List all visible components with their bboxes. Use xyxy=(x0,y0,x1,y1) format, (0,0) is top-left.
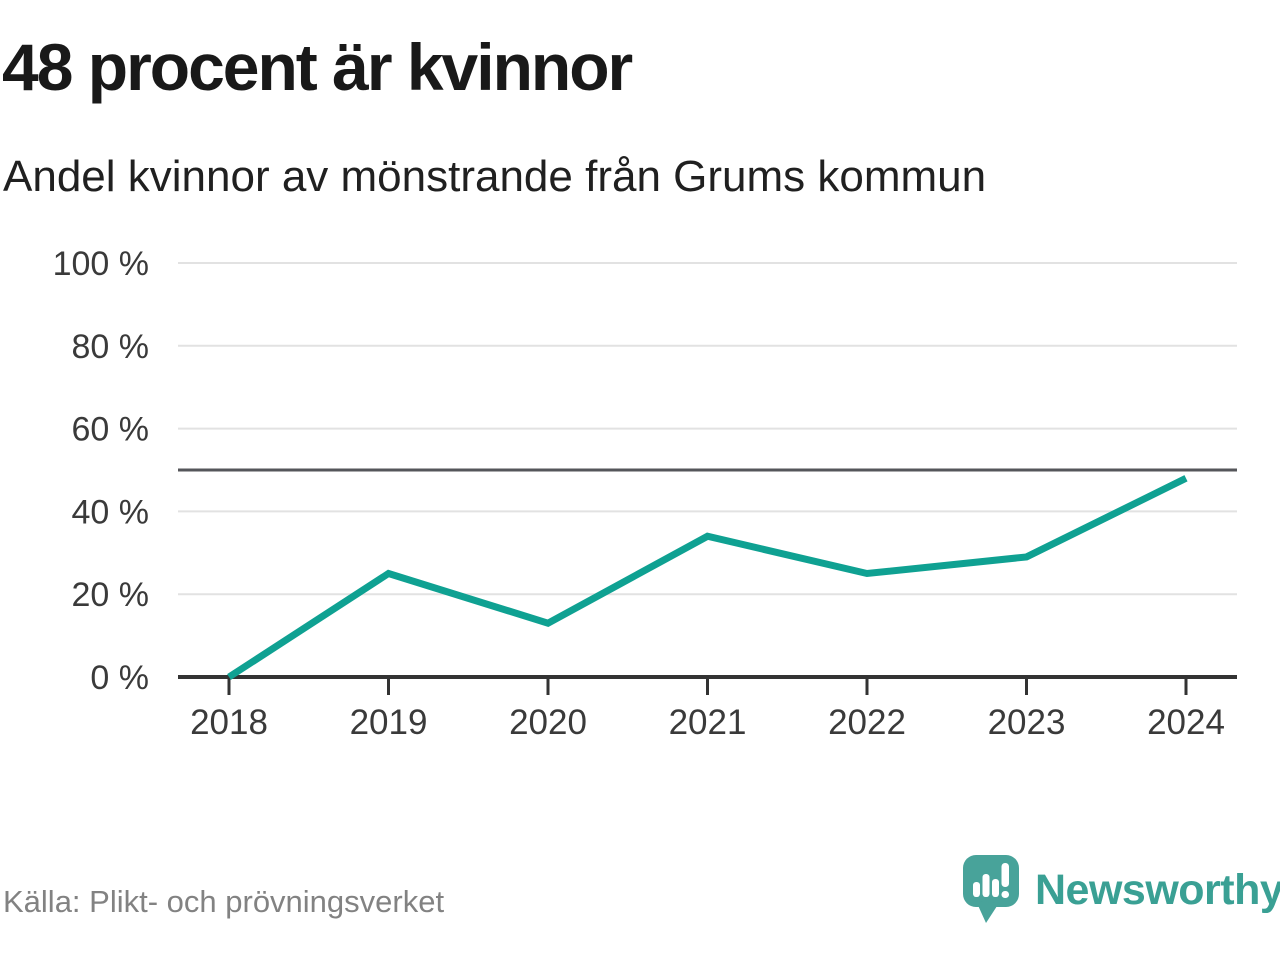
data-line xyxy=(227,475,1188,680)
x-tick-label: 2019 xyxy=(350,703,428,742)
y-tick-label: 0 % xyxy=(90,659,149,697)
y-tick-label: 20 % xyxy=(72,576,150,614)
x-tick-label: 2018 xyxy=(190,703,268,742)
x-tick-label: 2024 xyxy=(1147,703,1225,742)
x-tick-label: 2021 xyxy=(669,703,747,742)
source-caption: Källa: Plikt- och prövningsverket xyxy=(3,884,445,919)
x-tick-label: 2020 xyxy=(509,703,587,742)
x-tick-label: 2022 xyxy=(828,703,906,742)
newsworthy-wordmark: Newsworthy xyxy=(1035,866,1280,914)
x-tick-label: 2023 xyxy=(988,703,1066,742)
y-tick-label: 40 % xyxy=(72,493,150,531)
y-tick-label: 100 % xyxy=(53,245,149,283)
newsworthy-logo: Newsworthy xyxy=(962,854,1280,926)
y-tick-label: 60 % xyxy=(72,411,150,449)
chart-subtitle: Andel kvinnor av mönstrande från Grums k… xyxy=(3,152,987,201)
bar-chart-speech-bubble-icon xyxy=(963,855,1019,923)
page-title: 48 procent är kvinnor xyxy=(2,30,633,104)
y-tick-label: 80 % xyxy=(72,328,150,366)
